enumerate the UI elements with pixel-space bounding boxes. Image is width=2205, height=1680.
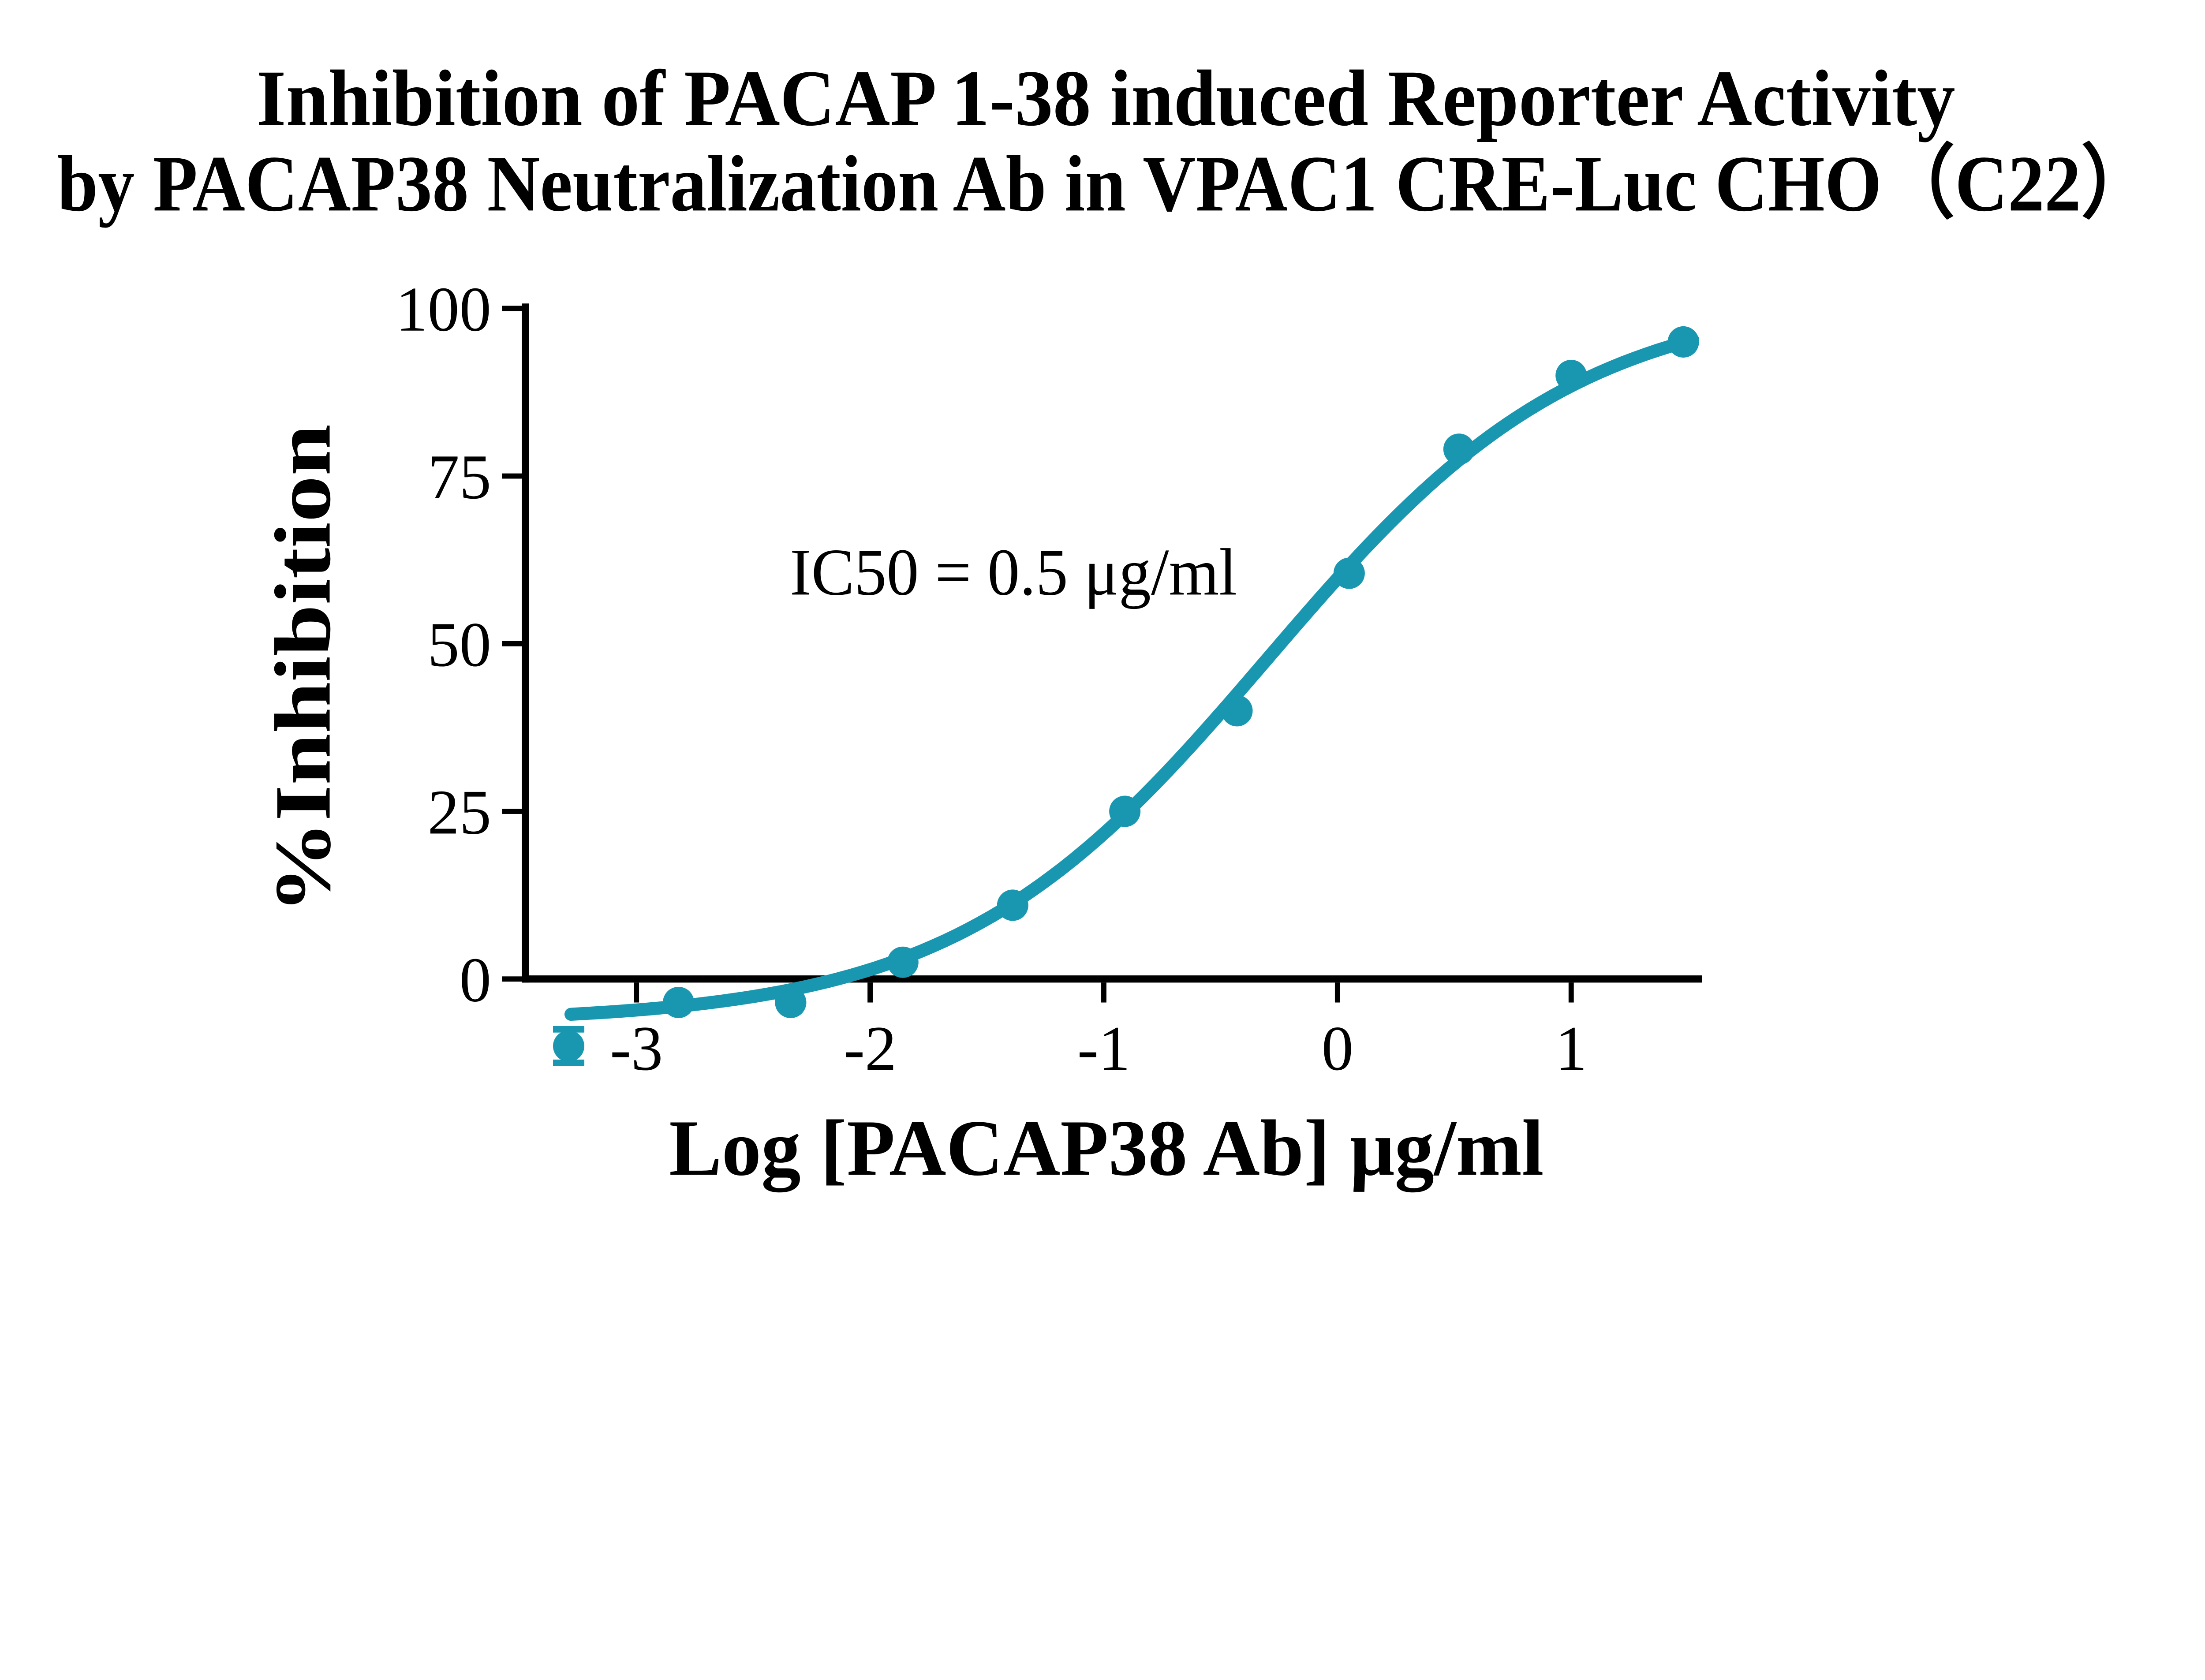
x-tick-label: -3: [610, 1013, 663, 1084]
y-tick-label: 75: [428, 442, 491, 512]
data-point: [887, 946, 919, 978]
y-tick-label: 50: [428, 609, 491, 680]
error-bar-cap-top: [553, 1026, 585, 1033]
y-tick: [502, 473, 522, 479]
y-tick-label: 0: [460, 945, 491, 1015]
data-point: [1555, 359, 1587, 391]
data-point: [663, 986, 695, 1018]
data-point: [1667, 326, 1699, 358]
x-tick-label: -2: [844, 1013, 897, 1084]
dose-response-figure: Inhibition of PACAP 1-38 induced Reporte…: [57, 54, 2154, 1192]
y-tick: [502, 809, 522, 814]
x-tick: [867, 982, 873, 1003]
y-tick-label: 25: [428, 777, 491, 847]
x-tick-label: 0: [1322, 1013, 1353, 1084]
x-tick: [1334, 982, 1340, 1003]
data-point: [775, 986, 807, 1018]
x-axis-line: [522, 975, 1702, 983]
y-tick: [502, 976, 522, 982]
data-point: [1333, 557, 1365, 589]
ic50-annotation: IC50 = 0.5 μg/ml: [790, 535, 1237, 609]
x-tick: [634, 982, 639, 1003]
data-point: [1221, 695, 1253, 727]
x-tick-label: -1: [1077, 1013, 1130, 1084]
plot-area: 0 25 50 75 100 -3 -2 -1 0 1: [396, 274, 1702, 1084]
figure-page: Inhibition of PACAP 1-38 induced Reporte…: [57, 54, 2154, 1193]
data-point: [1443, 433, 1475, 465]
data-point: [997, 889, 1028, 921]
x-axis-title: Log [PACAP38 Ab] μg/ml: [669, 1104, 1544, 1192]
x-tick: [1568, 982, 1574, 1003]
y-tick: [502, 306, 522, 311]
x-tick-label: 1: [1555, 1013, 1587, 1084]
data-point: [1109, 795, 1141, 827]
figure-title-line2: by PACAP38 Neutralization Ab in VPAC1 CR…: [57, 139, 2154, 228]
y-axis-title: %Inhibition: [258, 424, 347, 914]
y-axis-line: [522, 303, 529, 983]
figure-title-line1: Inhibition of PACAP 1-38 induced Reporte…: [256, 54, 1955, 142]
x-tick: [1101, 982, 1106, 1003]
data-point: [553, 1030, 585, 1062]
y-tick: [502, 641, 522, 646]
fit-curve: [564, 333, 1700, 1021]
y-tick-label: 100: [396, 274, 491, 345]
error-bar-cap-bottom: [553, 1059, 585, 1066]
